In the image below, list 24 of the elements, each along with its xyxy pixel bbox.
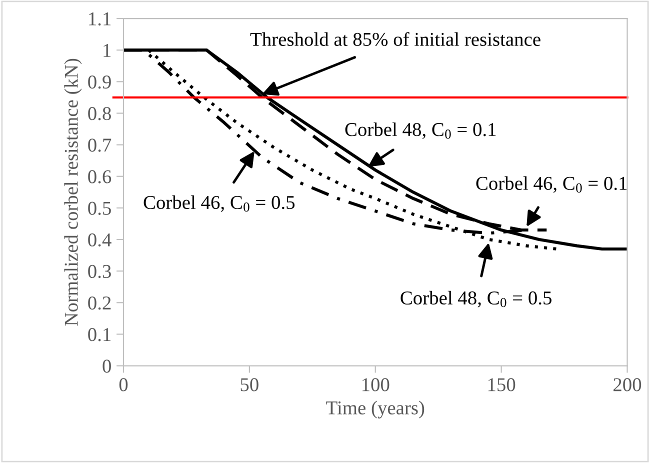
annotation: Corbel 48, C$_{0}$ = 0.5 [400, 290, 552, 308]
y-tick-label: 0.1 [88, 328, 111, 342]
annotation: Corbel 46, C$_{0}$ = 0.1 [476, 176, 627, 193]
annotation: Threshold at 85% of initial resistance [250, 32, 540, 46]
y-tick-label: 1 [104, 44, 111, 57]
x-axis-title: Time (years) [326, 400, 424, 418]
y-tick-label: 0.8 [88, 107, 111, 120]
y-tick-label: 0.2 [88, 296, 111, 310]
y-tick-label: 1.1 [89, 12, 111, 26]
y-tick-label: 0.7 [88, 138, 112, 152]
x-tick-label: 0 [119, 378, 128, 392]
y-tick-label: 0.6 [88, 170, 112, 184]
y-tick-label: 0.9 [88, 75, 111, 89]
y-axis-title: Normalized corbel resistance (kN) [64, 58, 82, 326]
x-tick-label: 50 [240, 378, 258, 392]
annotation: Corbel 48, C$_{0}$ = 0.1 [345, 122, 496, 139]
y-tick-label: 0.4 [88, 233, 112, 247]
y-tick-label: 0 [102, 360, 111, 373]
x-tick-label: 150 [488, 378, 516, 392]
annotation: Corbel 46, C$_{0}$ = 0.5 [144, 195, 295, 212]
y-tick-label: 0.5 [88, 202, 111, 215]
x-tick-label: 200 [614, 378, 642, 392]
y-tick-label: 0.3 [88, 264, 111, 278]
x-tick-label: 100 [362, 378, 390, 392]
